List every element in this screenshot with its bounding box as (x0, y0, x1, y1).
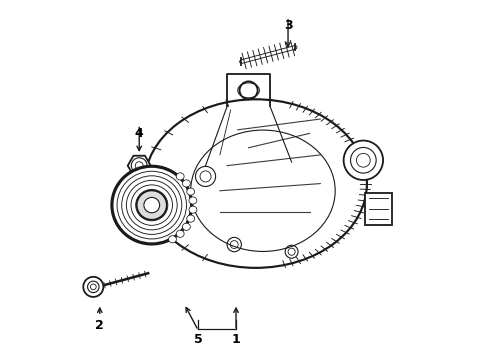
Ellipse shape (169, 236, 176, 243)
Text: 3: 3 (284, 19, 293, 32)
Ellipse shape (182, 223, 190, 230)
Ellipse shape (189, 206, 197, 213)
FancyBboxPatch shape (365, 193, 392, 225)
Circle shape (83, 277, 103, 297)
Ellipse shape (137, 190, 167, 220)
Text: 4: 4 (135, 127, 144, 140)
Text: 1: 1 (232, 333, 241, 346)
Ellipse shape (144, 197, 160, 213)
Ellipse shape (189, 197, 197, 204)
Text: 5: 5 (194, 333, 203, 346)
Circle shape (343, 140, 383, 180)
Ellipse shape (176, 230, 184, 237)
Ellipse shape (187, 188, 195, 195)
Polygon shape (128, 156, 151, 176)
Ellipse shape (182, 180, 190, 187)
Ellipse shape (145, 99, 367, 268)
Ellipse shape (112, 167, 191, 244)
Ellipse shape (187, 215, 195, 222)
Ellipse shape (176, 173, 184, 180)
Text: 2: 2 (96, 319, 104, 332)
